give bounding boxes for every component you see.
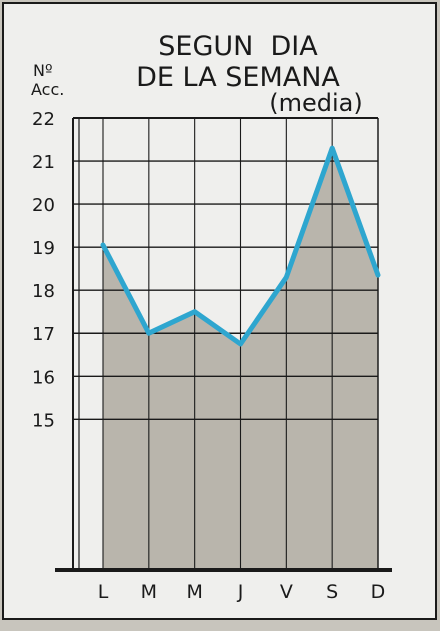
x-tick-label-3: J (237, 581, 244, 603)
y-tick-label-17: 17 (32, 324, 55, 345)
y-axis-label-line-2: Acc. (31, 80, 64, 99)
y-tick-label-22: 22 (32, 109, 55, 130)
x-tick-label-0: L (98, 581, 109, 603)
y-tick-label-20: 20 (32, 195, 55, 216)
x-tick-label-4: V (280, 581, 293, 603)
x-tick-label-2: M (186, 581, 202, 603)
y-tick-label-18: 18 (32, 281, 55, 302)
y-tick-label-19: 19 (32, 238, 55, 259)
chart-title-line-2: DE LA SEMANA (136, 62, 340, 93)
x-tick-label-6: D (371, 581, 386, 603)
y-tick-label-21: 21 (32, 152, 55, 173)
x-tick-label-1: M (141, 581, 157, 603)
chart-subtitle: (media) (269, 89, 362, 117)
y-axis-label-line-1: Nº (33, 61, 53, 80)
y-tick-label-15: 15 (32, 410, 55, 431)
plot-frame-layer (55, 118, 392, 572)
line-layer (100, 145, 381, 347)
chart-title-line-1: SEGUN DIA (158, 31, 318, 62)
x-tick-label-5: S (326, 581, 338, 603)
y-tick-label-16: 16 (32, 367, 55, 388)
series-line (100, 145, 381, 347)
y-tick-labels: 15 16 17 18 19 20 21 22 (32, 109, 55, 431)
